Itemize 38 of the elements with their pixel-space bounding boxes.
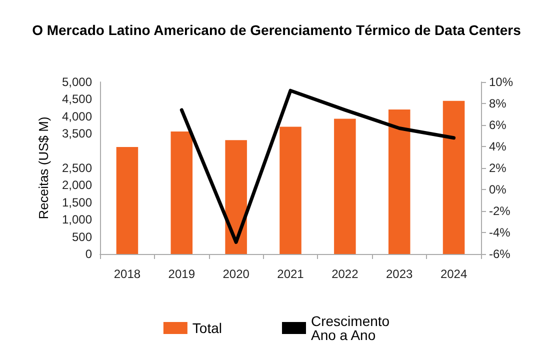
legend-label: Total <box>192 320 222 336</box>
x-tick-label: 2023 <box>386 267 414 281</box>
x-tick-label: 2022 <box>332 267 359 281</box>
y-tick-label: 1,500 <box>62 195 92 210</box>
x-tick-label: 2019 <box>168 267 196 281</box>
y2-tick-label: 6% <box>489 118 507 132</box>
y-tick-label: 5,000 <box>62 75 92 89</box>
x-tick-label: 2018 <box>114 267 141 281</box>
y-tick-label: 3,500 <box>62 126 92 141</box>
y2-tick-label: 10% <box>489 75 514 89</box>
bar <box>116 147 138 254</box>
bar <box>225 140 247 254</box>
chart-title: O Mercado Latino Americano de Gerenciamento Térmico de Data Centers <box>32 22 522 38</box>
y2-tick-label: -4% <box>489 226 511 240</box>
y-tick-label: 4,000 <box>62 109 92 124</box>
x-tick-label: 2021 <box>277 267 304 281</box>
legend-label: Crescimento Ano a Ano <box>310 313 390 343</box>
x-tick-label: 2024 <box>440 267 468 281</box>
y-tick-label: 2,000 <box>62 178 92 192</box>
y-tick-label: 0 <box>85 247 92 261</box>
y2-tick-label: 0% <box>489 182 507 196</box>
bar <box>388 110 410 254</box>
y-axis-title: Receitas (US$ M) <box>36 116 51 220</box>
y2-tick-label: 2% <box>489 161 507 175</box>
line-series <box>180 88 456 244</box>
bar <box>442 100 465 254</box>
bar <box>170 132 193 254</box>
y2-tick-label: -6% <box>489 247 511 261</box>
y-tick-label: 4,500 <box>62 92 92 106</box>
bar <box>334 118 356 254</box>
y2-tick-label: 4% <box>489 140 507 154</box>
y2-tick-label: 8% <box>489 96 507 110</box>
bar <box>280 126 302 254</box>
y-tick-label: 1,000 <box>62 212 92 227</box>
x-tick-label: 2020 <box>222 267 250 281</box>
y-tick-label: 500 <box>72 230 92 244</box>
y2-tick-label: -2% <box>489 204 511 218</box>
y-tick-label: 2,500 <box>62 161 92 175</box>
